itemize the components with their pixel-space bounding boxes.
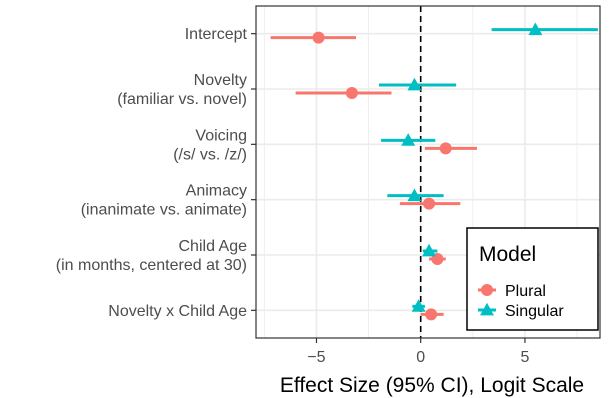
x-tick-label-1: 0 xyxy=(416,349,425,366)
point-singular-3 xyxy=(407,188,422,202)
y-tick-label-1-1: (familiar vs. novel) xyxy=(117,91,247,108)
y-tick-label-2-1: (/s/ vs. /z/) xyxy=(173,146,247,163)
y-tick-label-1-0: Novelty xyxy=(194,72,247,89)
point-singular-0 xyxy=(528,22,543,36)
legend-title: Model xyxy=(479,243,536,266)
legend-key-singular xyxy=(480,302,494,316)
y-tick-label-2-0: Voicing xyxy=(195,127,247,144)
point-plural-0 xyxy=(312,31,325,44)
x-tick-label-0: −5 xyxy=(307,349,325,366)
point-plural-5 xyxy=(425,308,438,321)
point-singular-2 xyxy=(401,133,416,146)
point-singular-1 xyxy=(407,77,422,91)
x-axis-title: Effect Size (95% CI), Logit Scale xyxy=(280,374,584,397)
legend-label-singular: Singular xyxy=(505,303,564,320)
y-tick-label-0-0: Intercept xyxy=(185,26,248,43)
point-plural-1 xyxy=(345,87,358,99)
point-singular-4 xyxy=(422,243,437,257)
x-tick-labels: −5 0 5 xyxy=(307,349,529,366)
y-tick-label-3-0: Animacy xyxy=(186,183,247,200)
legend: Model Plural Singular xyxy=(466,227,599,331)
point-estimates xyxy=(312,22,543,321)
point-plural-2 xyxy=(439,142,452,155)
legend-key-plural xyxy=(481,284,493,296)
y-tick-label-3-1: (inanimate vs. animate) xyxy=(81,202,247,219)
y-tick-labels: Intercept Novelty (familiar vs. novel) Voic… xyxy=(56,26,248,320)
point-singular-5 xyxy=(411,299,426,312)
point-plural-3 xyxy=(423,197,436,210)
x-tick-label-2: 5 xyxy=(520,349,529,366)
y-tick-label-4-0: Child Age xyxy=(179,238,248,255)
axis-ticks xyxy=(251,33,526,343)
y-tick-label-4-1: (in months, centered at 30) xyxy=(56,257,247,274)
panel-border xyxy=(255,5,601,339)
legend-label-plural: Plural xyxy=(505,283,546,300)
y-tick-label-5-0: Novelty x Child Age xyxy=(108,303,247,320)
